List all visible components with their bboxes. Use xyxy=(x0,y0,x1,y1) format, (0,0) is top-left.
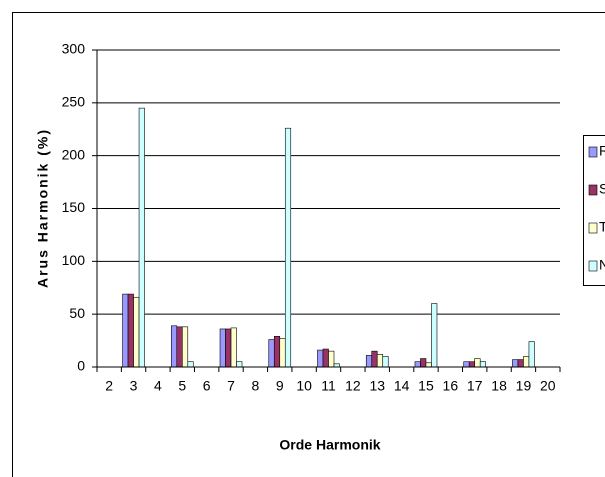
legend-label: N xyxy=(599,257,605,273)
bar xyxy=(479,361,487,368)
bar xyxy=(230,327,237,368)
x-tick-label: 13 xyxy=(369,378,385,394)
bar xyxy=(371,350,378,368)
y-tick-label: 150 xyxy=(62,199,86,215)
x-tick-label: 2 xyxy=(105,378,113,394)
y-tick-label: 100 xyxy=(62,252,86,268)
x-axis-title: Orde Harmonik xyxy=(279,437,380,453)
y-tick-label: 250 xyxy=(62,94,86,110)
legend-swatch xyxy=(588,222,598,234)
bar xyxy=(279,338,286,368)
bar xyxy=(463,361,470,368)
legend-label: R xyxy=(599,143,605,159)
x-tick-label: 15 xyxy=(418,378,434,394)
x-tick-label: 4 xyxy=(154,378,162,394)
bar xyxy=(517,359,524,368)
x-tick-label: 12 xyxy=(345,378,361,394)
bar xyxy=(328,350,335,368)
chart-border xyxy=(12,12,605,477)
y-tick-label: 300 xyxy=(62,41,86,57)
legend-swatch xyxy=(588,146,598,158)
x-tick-label: 16 xyxy=(443,378,459,394)
bar xyxy=(528,341,535,368)
x-tick-label: 6 xyxy=(203,378,211,394)
bar xyxy=(317,349,324,368)
y-tick-label: 50 xyxy=(69,305,85,321)
legend-label: T xyxy=(599,219,605,235)
x-tick-label: 8 xyxy=(251,378,259,394)
x-tick-label: 7 xyxy=(227,378,235,394)
bar xyxy=(273,336,281,368)
legend-label: S xyxy=(599,181,605,197)
legend-box xyxy=(583,135,605,286)
x-tick-label: 14 xyxy=(394,378,410,394)
bar xyxy=(425,362,432,368)
x-tick-label: 3 xyxy=(130,378,138,394)
bar xyxy=(176,326,183,368)
x-tick-label: 9 xyxy=(276,378,284,394)
bar xyxy=(170,325,178,368)
x-tick-label: 11 xyxy=(321,378,336,394)
bar xyxy=(236,361,243,368)
bar xyxy=(268,339,275,368)
bar xyxy=(382,356,389,368)
bar xyxy=(187,361,194,368)
bar xyxy=(468,361,476,368)
bar xyxy=(512,359,519,368)
x-tick-label: 17 xyxy=(467,378,483,394)
bar xyxy=(127,293,134,368)
bar xyxy=(414,361,421,368)
bar xyxy=(431,303,438,368)
bar xyxy=(474,358,481,368)
x-tick-label: 20 xyxy=(540,378,556,394)
bar xyxy=(420,358,427,368)
bar xyxy=(181,326,189,368)
bar xyxy=(225,328,232,368)
y-tick-label: 200 xyxy=(62,146,86,162)
bar xyxy=(365,355,373,368)
x-tick-label: 5 xyxy=(178,378,186,394)
x-tick-label: 18 xyxy=(491,378,507,394)
bar xyxy=(523,356,530,368)
bar xyxy=(284,127,292,368)
bar xyxy=(133,296,140,368)
bar xyxy=(219,328,226,368)
legend-swatch xyxy=(588,184,598,196)
bar xyxy=(122,293,129,368)
y-axis-title: Arus Harmonik (%) xyxy=(35,128,51,288)
x-tick-label: 10 xyxy=(296,378,312,394)
legend-swatch xyxy=(588,260,598,272)
bar xyxy=(376,354,384,368)
y-tick-label: 0 xyxy=(77,358,85,374)
x-tick-label: 19 xyxy=(516,378,532,394)
bar xyxy=(322,348,329,368)
bar xyxy=(138,107,145,368)
